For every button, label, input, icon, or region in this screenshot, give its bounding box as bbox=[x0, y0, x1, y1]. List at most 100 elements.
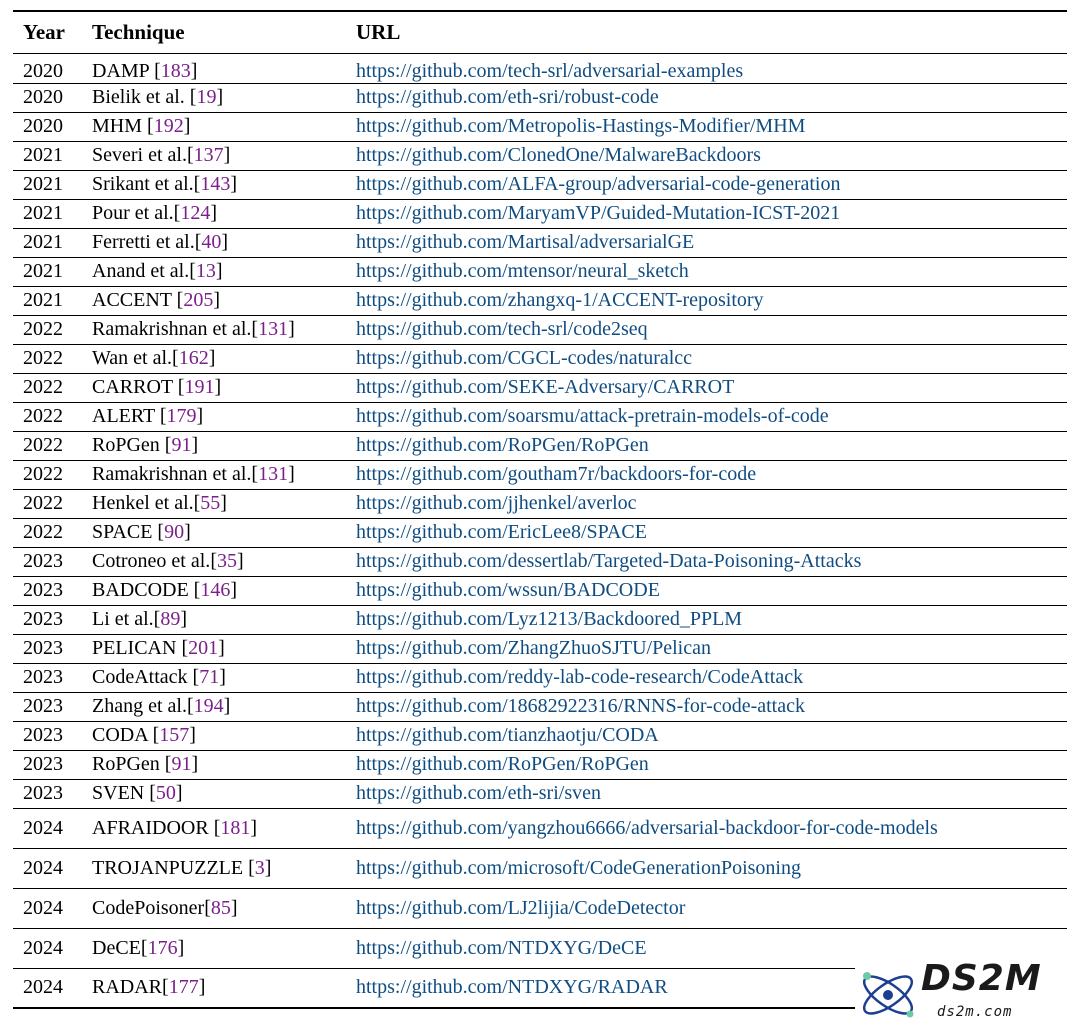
citation-bracket-open: [ bbox=[210, 550, 217, 572]
repository-link[interactable]: https://github.com/goutham7r/backdoors-f… bbox=[356, 463, 757, 485]
table-header: Year Technique URL bbox=[13, 11, 1067, 53]
technique-cell: SVEN [50] bbox=[92, 779, 356, 808]
repository-link[interactable]: https://github.com/jjhenkel/averloc bbox=[356, 492, 637, 514]
citation-link[interactable]: 131 bbox=[258, 318, 289, 340]
citation-bracket-open: [ bbox=[152, 724, 160, 746]
citation-link[interactable]: 89 bbox=[160, 608, 181, 630]
citation-link[interactable]: 3 bbox=[254, 856, 265, 879]
citation-link[interactable]: 71 bbox=[199, 666, 220, 688]
citation-link[interactable]: 124 bbox=[180, 202, 211, 224]
citation-bracket-close: ] bbox=[250, 816, 258, 839]
citation-bracket-close: ] bbox=[196, 405, 204, 427]
citation-link[interactable]: 19 bbox=[196, 86, 217, 108]
citation-link[interactable]: 35 bbox=[216, 550, 237, 572]
table-row: 2023 BADCODE [146] https://github.com/wssu… bbox=[13, 576, 1067, 605]
url-cell: https://github.com/soarsmu/attack-pretra… bbox=[356, 402, 1067, 431]
citation-bracket-open: [ bbox=[194, 231, 202, 253]
repository-link[interactable]: https://github.com/MaryamVP/Guided-Mutat… bbox=[356, 202, 841, 224]
repository-link[interactable]: https://github.com/tech-srl/adversarial-… bbox=[356, 59, 744, 82]
citation-link[interactable]: 177 bbox=[168, 976, 199, 999]
url-cell: https://github.com/18682922316/RNNS-for-… bbox=[356, 692, 1067, 721]
url-cell: https://github.com/ZhangZhuoSJTU/Pelican bbox=[356, 634, 1067, 663]
repository-link[interactable]: https://github.com/wssun/BADCODE bbox=[356, 579, 660, 601]
year-cell: 2021 bbox=[23, 144, 63, 166]
citation-bracket-close: ] bbox=[230, 173, 237, 195]
repository-link[interactable]: https://github.com/tech-srl/code2seq bbox=[356, 318, 648, 340]
repository-link[interactable]: https://github.com/reddy-lab-code-resear… bbox=[356, 666, 804, 688]
watermark-logo: DS2M ds2m.com bbox=[855, 958, 1070, 1030]
url-cell: https://github.com/RoPGen/RoPGen bbox=[356, 750, 1067, 779]
citation-link[interactable]: 50 bbox=[155, 782, 176, 804]
citation-bracket-open: [ bbox=[157, 521, 165, 543]
repository-link[interactable]: https://github.com/zhangxq-1/ACCENT-repo… bbox=[356, 289, 764, 311]
citation-link[interactable]: 85 bbox=[210, 896, 231, 919]
citation-link[interactable]: 176 bbox=[147, 936, 178, 959]
citation-link[interactable]: 194 bbox=[193, 695, 224, 717]
citation-bracket-open: [ bbox=[164, 434, 172, 456]
url-cell: https://github.com/wssun/BADCODE bbox=[356, 576, 1067, 605]
technique-cell: CARROT [191] bbox=[92, 373, 356, 402]
repository-link[interactable]: https://github.com/NTDXYG/DeCE bbox=[356, 936, 647, 959]
repository-link[interactable]: https://github.com/Lyz1213/Backdoored_PP… bbox=[356, 608, 743, 630]
repository-link[interactable]: https://github.com/Metropolis-Hastings-M… bbox=[356, 115, 806, 137]
citation-bracket-close: ] bbox=[180, 608, 187, 630]
citation-link[interactable]: 162 bbox=[178, 347, 209, 369]
table-row: 2023 Li et al.[89] https://github.com/Lyz1… bbox=[13, 605, 1067, 634]
citation-link[interactable]: 55 bbox=[200, 492, 221, 514]
citation-link[interactable]: 143 bbox=[200, 173, 231, 195]
technique-name: Wan et al. bbox=[92, 347, 173, 369]
citation-link[interactable]: 91 bbox=[171, 434, 192, 456]
repository-link[interactable]: https://github.com/eth-sri/sven bbox=[356, 782, 601, 804]
citation-link[interactable]: 13 bbox=[195, 260, 216, 282]
citation-link[interactable]: 91 bbox=[171, 753, 192, 775]
citation-bracket-open: [ bbox=[159, 405, 167, 427]
citation-link[interactable]: 131 bbox=[258, 463, 289, 485]
repository-link[interactable]: https://github.com/EricLee8/SPACE bbox=[356, 521, 647, 543]
repository-link[interactable]: https://github.com/tianzhaotju/CODA bbox=[356, 724, 659, 746]
year-cell: 2023 bbox=[23, 550, 63, 572]
repository-link[interactable]: https://github.com/LJ2lijia/CodeDetector bbox=[356, 896, 686, 919]
citation-link[interactable]: 157 bbox=[159, 724, 190, 746]
url-cell: https://github.com/zhangxq-1/ACCENT-repo… bbox=[356, 286, 1067, 315]
repository-link[interactable]: https://github.com/dessertlab/Targeted-D… bbox=[356, 550, 862, 572]
citation-link[interactable]: 137 bbox=[193, 144, 224, 166]
citation-link[interactable]: 90 bbox=[164, 521, 185, 543]
repository-link[interactable]: https://github.com/Martisal/adversarialG… bbox=[356, 231, 695, 253]
repository-link[interactable]: https://github.com/ALFA-group/adversaria… bbox=[356, 173, 841, 195]
repository-link[interactable]: https://github.com/mtensor/neural_sketch bbox=[356, 260, 689, 282]
repository-link[interactable]: https://github.com/RoPGen/RoPGen bbox=[356, 434, 649, 456]
repository-link[interactable]: https://github.com/SEKE-Adversary/CARROT bbox=[356, 376, 735, 398]
table-row: 2023 Zhang et al.[194] https://github.com/… bbox=[13, 692, 1067, 721]
table-body: 2020 DAMP [183] https://github.com/tech-sr… bbox=[13, 53, 1067, 1008]
url-cell: https://github.com/goutham7r/backdoors-f… bbox=[356, 460, 1067, 489]
citation-link[interactable]: 179 bbox=[166, 405, 197, 427]
citation-link[interactable]: 205 bbox=[183, 289, 214, 311]
technique-cell: CodePoisoner[85] bbox=[92, 888, 356, 928]
repository-link[interactable]: https://github.com/soarsmu/attack-pretra… bbox=[356, 405, 829, 427]
repository-link[interactable]: https://github.com/RoPGen/RoPGen bbox=[356, 753, 649, 775]
citation-link[interactable]: 183 bbox=[160, 59, 191, 82]
repository-link[interactable]: https://github.com/NTDXYG/RADAR bbox=[356, 976, 668, 999]
citation-link[interactable]: 191 bbox=[184, 376, 215, 398]
citation-bracket-open: [ bbox=[154, 59, 161, 82]
table-row: 2020 DAMP [183] https://github.com/tech-sr… bbox=[13, 53, 1067, 83]
citation-bracket-close: ] bbox=[191, 753, 199, 775]
repository-link[interactable]: https://github.com/CGCL-codes/naturalcc bbox=[356, 347, 693, 369]
citation-link[interactable]: 201 bbox=[188, 637, 219, 659]
repository-link[interactable]: https://github.com/eth-sri/robust-code bbox=[356, 86, 659, 108]
technique-name: Severi et al. bbox=[92, 144, 187, 166]
url-cell: https://github.com/ALFA-group/adversaria… bbox=[356, 170, 1067, 199]
citation-link[interactable]: 181 bbox=[220, 816, 251, 839]
repository-link[interactable]: https://github.com/ZhangZhuoSJTU/Pelican bbox=[356, 637, 711, 659]
citation-bracket-close: ] bbox=[184, 521, 191, 543]
technique-cell: Srikant et al.[143] bbox=[92, 170, 356, 199]
repository-link[interactable]: https://github.com/yangzhou6666/adversar… bbox=[356, 816, 938, 839]
citation-link[interactable]: 192 bbox=[153, 115, 184, 137]
repository-link[interactable]: https://github.com/ClonedOne/MalwareBack… bbox=[356, 144, 761, 166]
citation-link[interactable]: 40 bbox=[201, 231, 222, 253]
repository-link[interactable]: https://github.com/microsoft/CodeGenerat… bbox=[356, 856, 801, 879]
table-row: 2021 Pour et al.[124] https://github.com/M… bbox=[13, 199, 1067, 228]
url-cell: https://github.com/mtensor/neural_sketch bbox=[356, 257, 1067, 286]
repository-link[interactable]: https://github.com/18682922316/RNNS-for-… bbox=[356, 695, 805, 717]
citation-link[interactable]: 146 bbox=[200, 579, 231, 601]
